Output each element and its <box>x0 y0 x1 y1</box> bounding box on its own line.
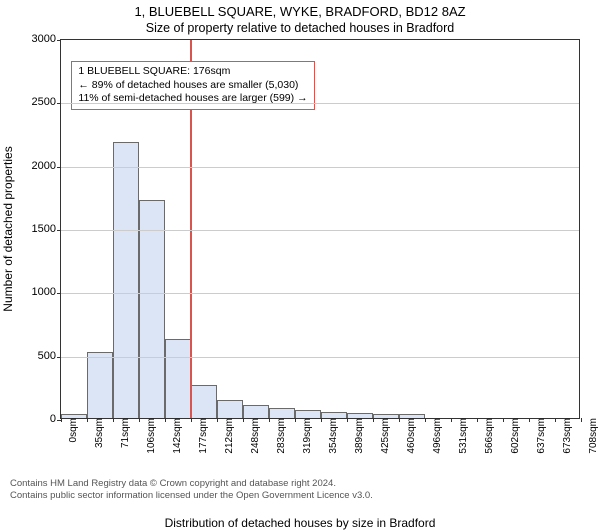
histogram-bar <box>139 200 165 418</box>
x-tick-label: 531sqm <box>454 418 469 454</box>
y-tick-container: 050010001500200025003000 <box>4 39 60 419</box>
histogram-bar <box>243 405 269 418</box>
gridline-h <box>61 293 579 294</box>
x-tick-mark <box>191 418 192 422</box>
y-tick-label: 1000 <box>6 286 56 298</box>
histogram-bar <box>113 142 139 418</box>
x-tick-label: 425sqm <box>376 418 391 454</box>
x-tick-mark <box>87 418 88 422</box>
histogram-bar <box>165 339 191 418</box>
y-tick-label: 2000 <box>6 160 56 172</box>
x-tick-label: 283sqm <box>272 418 287 454</box>
x-tick-label: 602sqm <box>506 418 521 454</box>
y-tick-mark <box>57 420 61 421</box>
page-subtitle: Size of property relative to detached ho… <box>0 21 600 35</box>
gridline-h <box>61 357 579 358</box>
y-tick-label: 0 <box>6 413 56 425</box>
x-tick-mark <box>217 418 218 422</box>
y-tick-mark <box>57 167 61 168</box>
x-tick-mark <box>503 418 504 422</box>
x-tick-mark <box>139 418 140 422</box>
x-tick-mark <box>555 418 556 422</box>
x-tick-mark <box>243 418 244 422</box>
x-tick-mark <box>295 418 296 422</box>
y-tick-mark <box>57 40 61 41</box>
x-tick-mark <box>373 418 374 422</box>
x-tick-label: 566sqm <box>480 418 495 454</box>
histogram-bar <box>295 410 321 418</box>
x-tick-label: 177sqm <box>194 418 209 454</box>
histogram-bar <box>87 352 113 418</box>
x-tick-label: 35sqm <box>90 418 105 448</box>
annotation-line: ← 89% of detached houses are smaller (5,… <box>78 79 307 93</box>
histogram-bar <box>217 400 243 418</box>
x-tick-label: 708sqm <box>584 418 599 454</box>
gridline-h <box>61 230 579 231</box>
x-tick-mark <box>529 418 530 422</box>
gridline-h <box>61 103 579 104</box>
x-tick-label: 0sqm <box>64 418 79 442</box>
y-tick-mark <box>57 230 61 231</box>
y-tick-mark <box>57 357 61 358</box>
x-tick-mark <box>113 418 114 422</box>
x-tick-mark <box>269 418 270 422</box>
x-tick-mark <box>425 418 426 422</box>
x-tick-label: 106sqm <box>142 418 157 454</box>
y-tick-mark <box>57 293 61 294</box>
x-tick-label: 212sqm <box>220 418 235 454</box>
x-tick-label: 319sqm <box>298 418 313 454</box>
gridline-h <box>61 167 579 168</box>
x-tick-label: 637sqm <box>532 418 547 454</box>
y-tick-label: 3000 <box>6 33 56 45</box>
y-tick-label: 2500 <box>6 96 56 108</box>
y-tick-mark <box>57 103 61 104</box>
plot-region: 1 BLUEBELL SQUARE: 176sqm← 89% of detach… <box>60 39 580 419</box>
x-tick-mark <box>399 418 400 422</box>
x-tick-mark <box>581 418 582 422</box>
x-tick-mark <box>451 418 452 422</box>
x-tick-label: 71sqm <box>116 418 131 448</box>
x-tick-label: 354sqm <box>324 418 339 454</box>
x-tick-mark <box>321 418 322 422</box>
attribution: Contains HM Land Registry data © Crown c… <box>10 478 373 502</box>
x-tick-mark <box>165 418 166 422</box>
chart-area: Number of detached properties 0500100015… <box>60 39 580 419</box>
annotation-line: 1 BLUEBELL SQUARE: 176sqm <box>78 65 307 79</box>
x-tick-mark <box>347 418 348 422</box>
y-tick-label: 500 <box>6 350 56 362</box>
page-title: 1, BLUEBELL SQUARE, WYKE, BRADFORD, BD12… <box>0 4 600 19</box>
x-tick-label: 389sqm <box>350 418 365 454</box>
x-tick-mark <box>61 418 62 422</box>
x-tick-label: 248sqm <box>246 418 261 454</box>
histogram-bar <box>269 408 295 418</box>
histogram-bar <box>191 385 217 418</box>
x-tick-mark <box>477 418 478 422</box>
y-tick-label: 1500 <box>6 223 56 235</box>
x-tick-label: 673sqm <box>558 418 573 454</box>
attribution-line-2: Contains public sector information licen… <box>10 490 373 502</box>
x-tick-label: 460sqm <box>402 418 417 454</box>
x-tick-label: 496sqm <box>428 418 443 454</box>
x-tick-label: 142sqm <box>168 418 183 454</box>
attribution-line-1: Contains HM Land Registry data © Crown c… <box>10 478 373 490</box>
x-axis-label: Distribution of detached houses by size … <box>0 516 600 530</box>
